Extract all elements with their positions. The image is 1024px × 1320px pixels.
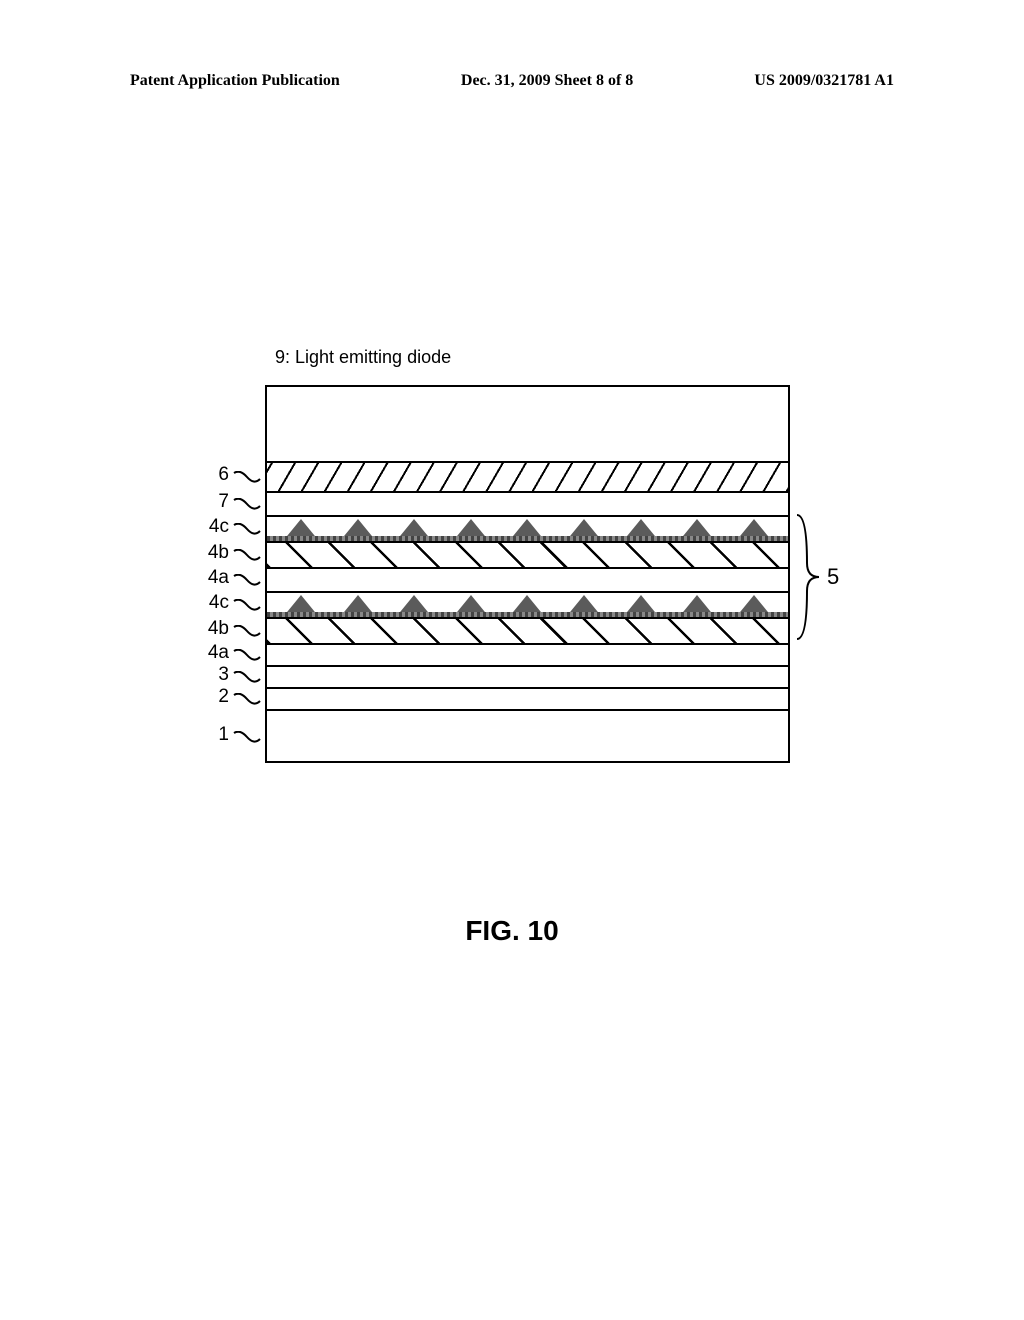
leader-squiggle — [233, 692, 261, 704]
layer-4a — [267, 643, 788, 665]
layer-6 — [267, 461, 788, 491]
layer-1 — [267, 709, 788, 763]
layer-label-1: 1 — [189, 724, 229, 746]
layer-4a — [267, 567, 788, 591]
figure-caption: FIG. 10 — [0, 915, 1024, 947]
leader-squiggle — [233, 548, 261, 560]
layer-2 — [267, 687, 788, 709]
layer-label-4b: 4b — [189, 618, 229, 640]
layer-7 — [267, 491, 788, 515]
figure-title: 9: Light emitting diode — [275, 347, 451, 368]
leader-squiggle — [233, 573, 261, 585]
brace-group: 5 — [795, 513, 839, 641]
layer-4b — [267, 541, 788, 567]
header-left: Patent Application Publication — [130, 72, 340, 90]
header-center: Dec. 31, 2009 Sheet 8 of 8 — [461, 72, 633, 90]
leader-squiggle — [233, 497, 261, 509]
layer-label-4c: 4c — [189, 592, 229, 614]
layer-3 — [267, 665, 788, 687]
layer-4c — [267, 591, 788, 617]
diagram-box: 6 7 4c 4b 4a 4c 4b 4a 3 2 1 — [265, 385, 790, 763]
figure-area: 9: Light emitting diode 6 7 4c 4b 4a 4c … — [265, 385, 795, 763]
leader-squiggle — [233, 624, 261, 636]
leader-squiggle — [233, 670, 261, 682]
layer-label-4c: 4c — [189, 516, 229, 538]
layer-label-7: 7 — [189, 491, 229, 513]
layer-label-4b: 4b — [189, 542, 229, 564]
leader-squiggle — [233, 730, 261, 742]
layer-label-3: 3 — [189, 664, 229, 686]
layer-4c — [267, 515, 788, 541]
header-right: US 2009/0321781 A1 — [754, 72, 894, 90]
leader-squiggle — [233, 522, 261, 534]
layer-label-6: 6 — [189, 464, 229, 486]
page-header: Patent Application Publication Dec. 31, … — [0, 72, 1024, 90]
leader-squiggle — [233, 648, 261, 660]
brace-label: 5 — [827, 564, 839, 590]
brace-icon — [795, 513, 821, 641]
leader-squiggle — [233, 470, 261, 482]
layer-label-4a: 4a — [189, 642, 229, 664]
leader-squiggle — [233, 598, 261, 610]
layer-4b — [267, 617, 788, 643]
layer-label-4a: 4a — [189, 567, 229, 589]
layer-label-2: 2 — [189, 686, 229, 708]
